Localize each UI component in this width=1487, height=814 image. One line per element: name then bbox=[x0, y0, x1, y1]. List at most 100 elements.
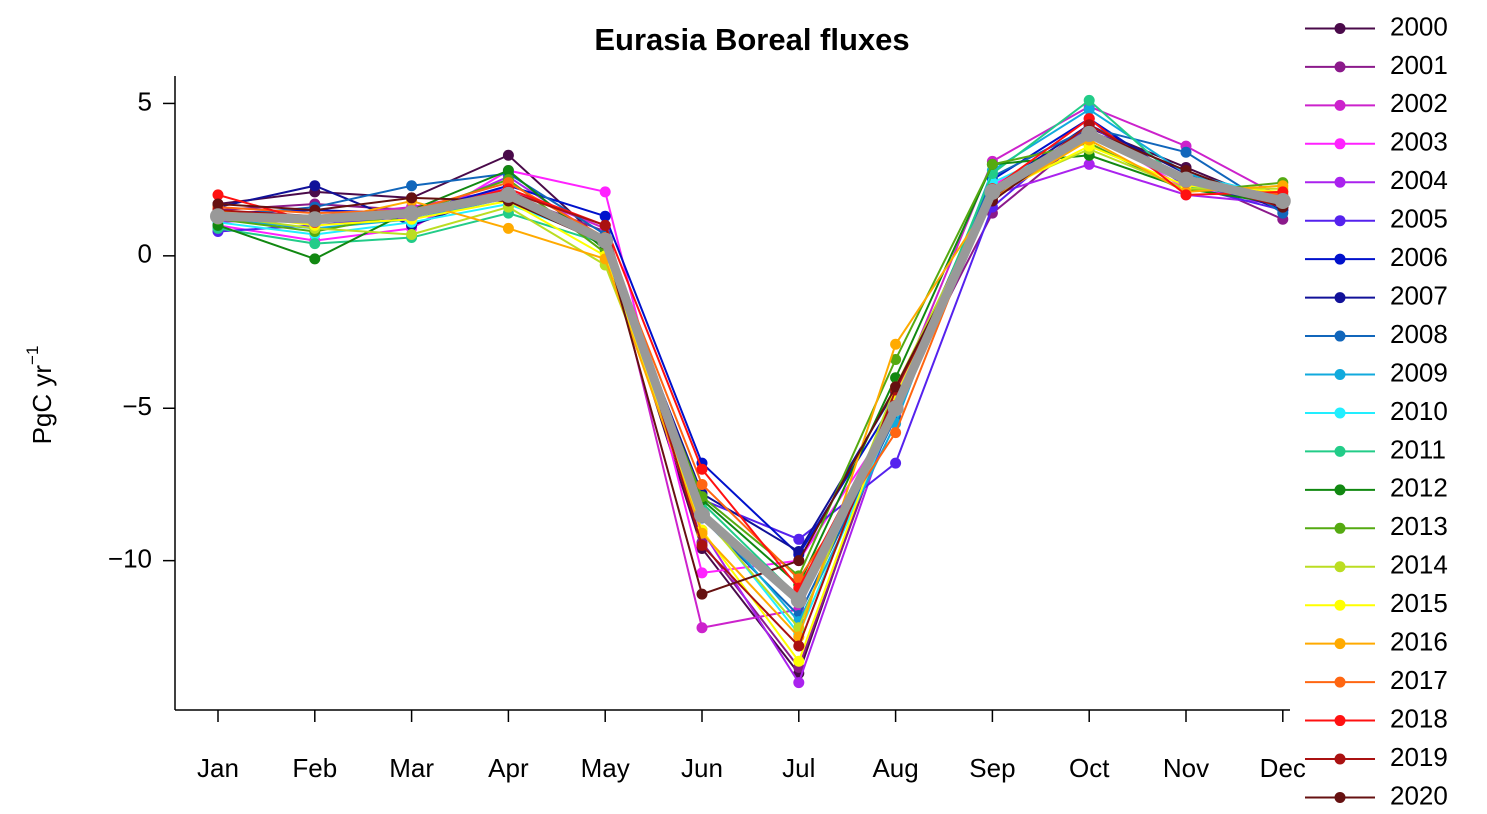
y-tick-label: −5 bbox=[122, 391, 152, 421]
data-point bbox=[597, 232, 614, 249]
series-line bbox=[217, 129, 1283, 574]
series-line bbox=[217, 123, 1284, 541]
legend-label: 2020 bbox=[1390, 780, 1448, 810]
x-tick-label: Sep bbox=[969, 753, 1015, 783]
legend-label: 2003 bbox=[1390, 127, 1448, 157]
series bbox=[210, 125, 1291, 609]
legend-label: 2004 bbox=[1390, 165, 1448, 195]
data-point bbox=[599, 210, 611, 222]
legend-label: 2013 bbox=[1390, 511, 1448, 541]
data-point bbox=[502, 149, 514, 161]
data-point bbox=[500, 186, 517, 203]
legend-marker bbox=[1334, 292, 1346, 304]
legend-marker bbox=[1334, 715, 1346, 727]
legend-label: 2012 bbox=[1390, 473, 1448, 503]
data-point bbox=[793, 655, 805, 667]
legend-label: 2008 bbox=[1390, 319, 1448, 349]
series-line bbox=[217, 132, 1283, 581]
data-point bbox=[793, 640, 805, 652]
legend-marker bbox=[1334, 561, 1346, 573]
legend-marker bbox=[1334, 522, 1346, 534]
legend-marker bbox=[1334, 215, 1346, 227]
x-tick-label: Jun bbox=[681, 753, 723, 783]
x-tick-label: Nov bbox=[1163, 753, 1209, 783]
legend-marker bbox=[1334, 791, 1346, 803]
legend-marker bbox=[1334, 407, 1346, 419]
data-point bbox=[890, 353, 902, 365]
legend-marker bbox=[1334, 138, 1346, 150]
data-point bbox=[1274, 192, 1291, 209]
legend-marker bbox=[1334, 253, 1346, 265]
data-point bbox=[502, 222, 514, 234]
legend-marker bbox=[1334, 753, 1346, 765]
series-line bbox=[217, 138, 1283, 639]
series bbox=[212, 119, 1289, 545]
data-point bbox=[1083, 158, 1095, 170]
x-tick-label: Aug bbox=[872, 753, 918, 783]
data-point bbox=[406, 180, 418, 192]
data-point bbox=[212, 198, 224, 210]
data-point bbox=[406, 192, 418, 204]
data-point bbox=[306, 211, 323, 228]
y-label: PgC yr−1 bbox=[23, 346, 56, 445]
data-point bbox=[696, 478, 708, 490]
legend-label: 2000 bbox=[1390, 11, 1448, 41]
legend-label: 2001 bbox=[1390, 50, 1448, 80]
legend-marker bbox=[1334, 99, 1346, 111]
data-point bbox=[890, 427, 902, 439]
data-point bbox=[984, 183, 1001, 200]
series bbox=[212, 119, 1289, 557]
legend-label: 2015 bbox=[1390, 588, 1448, 618]
legend-marker bbox=[1334, 369, 1346, 380]
data-point bbox=[309, 253, 321, 265]
legend-label: 2018 bbox=[1390, 703, 1448, 733]
data-point bbox=[890, 457, 902, 469]
y-tick-label: 0 bbox=[138, 239, 152, 269]
x-tick-label: Mar bbox=[389, 753, 434, 783]
legend-label: 2016 bbox=[1390, 627, 1448, 657]
series-line bbox=[217, 117, 1284, 557]
data-point bbox=[309, 180, 321, 192]
legend-label: 2014 bbox=[1390, 550, 1448, 580]
series-line bbox=[217, 163, 1283, 685]
legend-label: 2006 bbox=[1390, 242, 1448, 272]
legend-marker bbox=[1334, 330, 1346, 342]
legend-marker bbox=[1334, 176, 1346, 188]
data-point bbox=[887, 400, 904, 417]
series-line bbox=[217, 99, 1283, 599]
data-point bbox=[790, 592, 807, 609]
legend-marker bbox=[1334, 22, 1346, 34]
legend-marker bbox=[1334, 638, 1346, 650]
data-point bbox=[309, 238, 321, 250]
data-point bbox=[890, 338, 902, 350]
data-point bbox=[212, 189, 224, 201]
series-line bbox=[217, 108, 1284, 624]
data-point bbox=[403, 205, 420, 222]
legend-label: 2011 bbox=[1390, 434, 1446, 464]
y-tick-label: −10 bbox=[108, 544, 152, 574]
legend-label: 2007 bbox=[1390, 280, 1448, 310]
legend-marker bbox=[1334, 599, 1346, 611]
data-point bbox=[1180, 146, 1192, 158]
series bbox=[212, 94, 1289, 603]
legend-label: 2002 bbox=[1390, 88, 1448, 118]
data-point bbox=[793, 677, 805, 689]
series bbox=[212, 113, 1289, 561]
data-point bbox=[1081, 125, 1098, 142]
legend-marker bbox=[1334, 445, 1346, 457]
data-point bbox=[210, 208, 226, 225]
series-line bbox=[217, 105, 1284, 629]
data-point bbox=[890, 381, 902, 393]
x-tick-label: Dec bbox=[1260, 753, 1306, 783]
x-tick-label: Feb bbox=[292, 753, 337, 783]
legend-label: 2019 bbox=[1390, 742, 1448, 772]
series bbox=[212, 137, 1289, 582]
x-tick-label: May bbox=[581, 753, 630, 783]
y-label-exponent: −1 bbox=[23, 346, 42, 365]
x-tick-label: Apr bbox=[488, 753, 529, 783]
series-line bbox=[217, 128, 1284, 608]
data-point bbox=[696, 463, 708, 475]
x-tick-label: Oct bbox=[1069, 753, 1110, 783]
legend-label: 2017 bbox=[1390, 665, 1448, 695]
